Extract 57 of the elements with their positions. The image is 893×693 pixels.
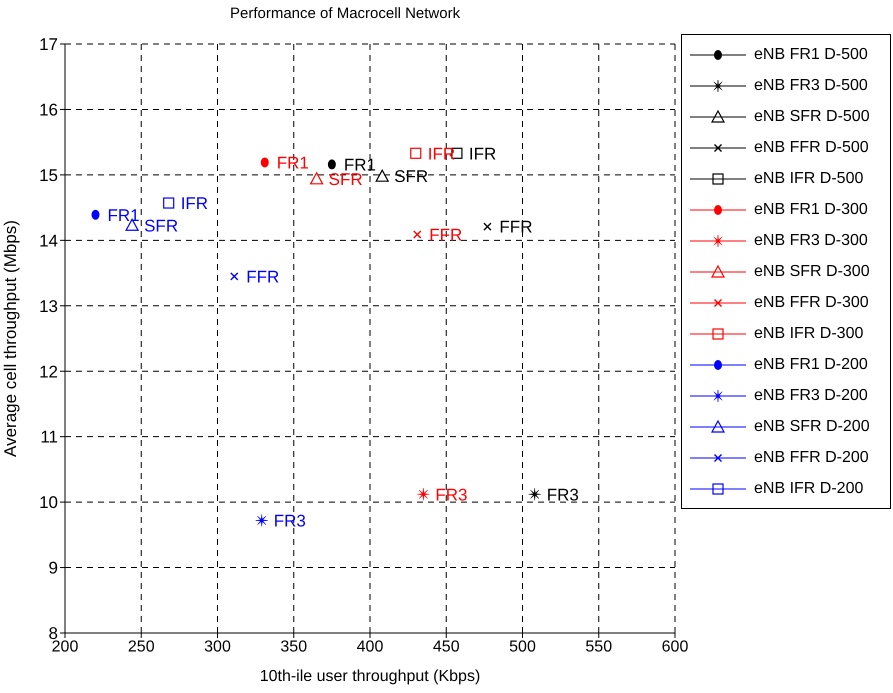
point (163, 197, 174, 209)
annotation: FR3 (546, 485, 579, 504)
y-axis-title: Average cell throughput (Mbps) (1, 220, 20, 457)
point (260, 157, 269, 168)
legend-label: eNB FFR D-500 (754, 138, 869, 156)
annotation: SFR (394, 167, 428, 186)
legend-label: eNB FR3 D-500 (754, 76, 868, 94)
y-tick-label: 12 (39, 362, 58, 382)
legend-label: eNB SFR D-200 (754, 418, 870, 436)
annotation: SFR (144, 216, 178, 236)
y-tick-label: 17 (39, 35, 58, 54)
x-tick-label: 250 (128, 638, 155, 656)
legend-label: eNB SFR D-300 (754, 262, 870, 280)
annotation: IFR (468, 144, 496, 164)
point (376, 170, 389, 182)
x-tick-label: 400 (356, 638, 384, 656)
legend-label: eNB SFR D-500 (754, 108, 870, 126)
y-tick-label: 15 (39, 166, 58, 185)
legend-label: eNB FR3 D-300 (754, 232, 868, 250)
y-tick-label: 13 (39, 296, 58, 316)
x-tick-label: 600 (662, 638, 688, 656)
x-tick-label: 300 (204, 638, 231, 656)
annotation: FR3 (435, 485, 468, 504)
point (255, 514, 268, 527)
legend-label: eNB IFR D-300 (754, 324, 864, 342)
chart-title: Performance of Macrocell Network (229, 4, 462, 24)
point (417, 488, 430, 501)
legend-label: eNB FR1 D-200 (754, 356, 868, 374)
legend-label: eNB FFR D-300 (754, 294, 869, 312)
x-tick-label: 450 (432, 638, 460, 656)
y-tick-label: 16 (39, 100, 58, 120)
x-tick-label: 500 (509, 638, 536, 656)
point (410, 148, 422, 159)
point (310, 172, 324, 184)
y-tick-label: 14 (39, 231, 58, 250)
annotation: FR1 (276, 153, 309, 172)
legend-label: eNB IFR D-500 (754, 170, 864, 188)
y-tick-label: 10 (39, 493, 58, 512)
legend-label: eNB FR1 D-500 (754, 46, 868, 64)
legend-label: eNB FR1 D-300 (754, 200, 868, 218)
x-tick-label: 200 (52, 638, 78, 656)
legend-label: eNB FR3 D-200 (754, 386, 868, 404)
x-tick-label: 550 (585, 638, 612, 656)
legend-label: eNB IFR D-200 (754, 480, 864, 498)
x-axis-title: 10th-ile user throughput (Kbps) (260, 668, 480, 685)
legend-label: eNB FFR D-200 (754, 448, 869, 466)
y-tick-label: 9 (48, 558, 58, 578)
annotation: FFR (246, 267, 280, 286)
annotation: FR3 (274, 511, 306, 530)
annotation: IFR (180, 194, 208, 214)
annotation: FFR (429, 225, 462, 244)
y-tick-label: 11 (40, 428, 58, 447)
point (328, 159, 336, 170)
point (92, 210, 100, 220)
point (528, 488, 541, 501)
annotation: FR1 (108, 206, 140, 225)
x-tick-label: 350 (280, 638, 308, 656)
